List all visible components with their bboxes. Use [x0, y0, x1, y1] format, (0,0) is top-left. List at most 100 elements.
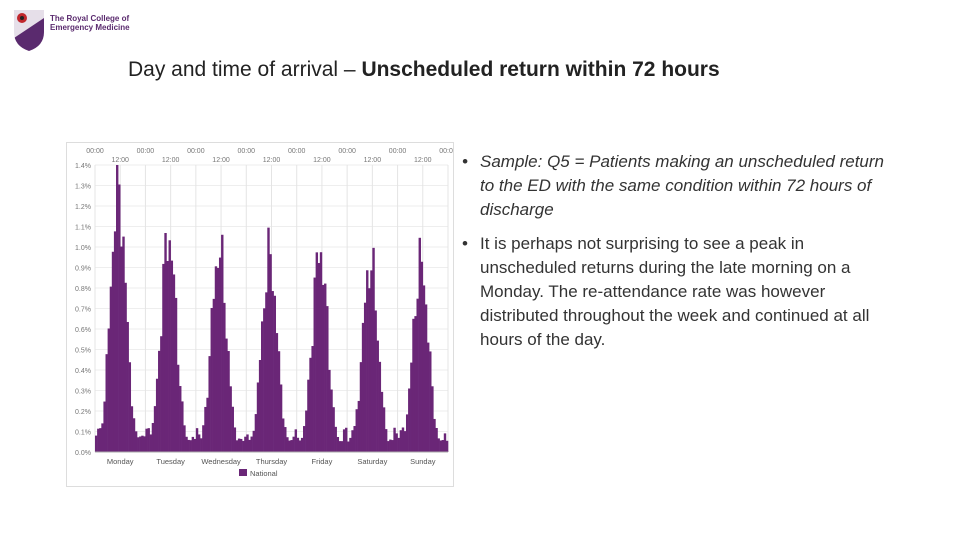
- top-tick-label: 12:00: [212, 157, 230, 164]
- bar: [254, 414, 258, 452]
- page-title: Day and time of arrival – Unscheduled re…: [128, 58, 720, 82]
- bar: [309, 357, 312, 452]
- top-tick-label: 00:00: [187, 148, 205, 155]
- y-tick-label: 0.8%: [75, 286, 91, 293]
- bar: [200, 438, 203, 452]
- bar: [408, 388, 411, 452]
- bar: [397, 437, 400, 452]
- bar: [260, 321, 264, 452]
- bar: [176, 364, 180, 452]
- bar: [303, 426, 306, 452]
- bar: [277, 351, 281, 452]
- y-tick-label: 1.4%: [75, 163, 91, 170]
- bar: [109, 286, 113, 452]
- bar: [181, 401, 184, 452]
- bar: [187, 439, 190, 452]
- bar: [340, 441, 344, 452]
- bar: [437, 438, 440, 452]
- logo-text: The Royal College of Emergency Medicine: [50, 14, 130, 32]
- bar: [286, 437, 289, 452]
- y-tick-label: 0.7%: [75, 307, 91, 314]
- bar: [107, 328, 111, 452]
- bar: [359, 362, 363, 452]
- bar: [273, 295, 277, 452]
- bar: [130, 406, 134, 452]
- bar: [414, 316, 417, 452]
- bar: [172, 274, 176, 452]
- bar: [258, 360, 262, 452]
- bar: [288, 440, 291, 452]
- bar: [330, 389, 333, 452]
- bar: [387, 441, 390, 452]
- bar: [275, 333, 279, 452]
- bar: [393, 427, 396, 452]
- bar: [233, 427, 237, 452]
- bar: [208, 356, 211, 452]
- bar: [155, 378, 159, 452]
- bar: [237, 438, 241, 452]
- bar: [246, 434, 249, 452]
- bar: [263, 308, 266, 452]
- bar: [368, 288, 371, 452]
- bar: [101, 423, 104, 452]
- top-tick-label: 12:00: [313, 157, 331, 164]
- top-tick-label: 12:00: [162, 157, 180, 164]
- title-prefix: Day and time of arrival –: [128, 58, 362, 81]
- legend-swatch: [239, 469, 247, 476]
- bar: [239, 438, 243, 452]
- bar: [328, 369, 331, 452]
- bar: [111, 251, 115, 452]
- bar: [122, 236, 125, 452]
- bar: [145, 428, 148, 452]
- bar: [403, 431, 407, 452]
- bar: [433, 418, 436, 452]
- bar: [439, 440, 442, 452]
- shield-logo-icon: [14, 10, 44, 51]
- bar: [216, 267, 220, 452]
- bar: [361, 322, 365, 452]
- bar: [193, 438, 197, 452]
- bar: [366, 270, 369, 452]
- bar: [355, 409, 358, 452]
- bar: [345, 427, 348, 452]
- bar: [334, 426, 337, 452]
- bar: [313, 277, 316, 452]
- bar: [242, 440, 245, 452]
- top-tick-label: 00:00: [439, 148, 453, 155]
- bar: [252, 430, 255, 452]
- bar: [134, 431, 138, 452]
- bar: [279, 384, 283, 452]
- arrival-chart-svg: 0.0% 0.1% 0.2% 0.3% 0.4% 0.5% 0.6% 0.7% 0.8% 0.9%…: [75, 148, 457, 478]
- bar: [235, 440, 239, 452]
- bar: [300, 437, 304, 452]
- bar: [105, 354, 108, 452]
- y-tick-label: 1.3%: [75, 184, 91, 191]
- bar: [197, 434, 201, 452]
- bar: [420, 261, 424, 452]
- y-tick-label: 0.4%: [75, 368, 91, 375]
- y-tick-label: 0.2%: [75, 409, 91, 416]
- bar: [185, 436, 188, 452]
- y-tick-label: 0.6%: [75, 327, 91, 334]
- bar: [151, 423, 155, 452]
- bar: [271, 291, 274, 452]
- bar: [445, 440, 449, 452]
- bar: [126, 321, 129, 452]
- bar: [183, 425, 186, 452]
- bar: [124, 282, 127, 452]
- bar: [143, 436, 146, 452]
- bar: [202, 425, 205, 452]
- bar: [218, 257, 222, 452]
- bar: [317, 263, 321, 452]
- bar: [357, 400, 361, 452]
- bar: [336, 436, 340, 452]
- bar: [267, 227, 270, 452]
- bar: [292, 436, 295, 452]
- bar: [147, 428, 150, 452]
- bar: [363, 302, 367, 452]
- top-tick-label: 00:00: [338, 148, 356, 155]
- bar: [342, 429, 346, 452]
- bar: [370, 270, 373, 452]
- bar: [290, 440, 293, 452]
- bar: [338, 441, 342, 452]
